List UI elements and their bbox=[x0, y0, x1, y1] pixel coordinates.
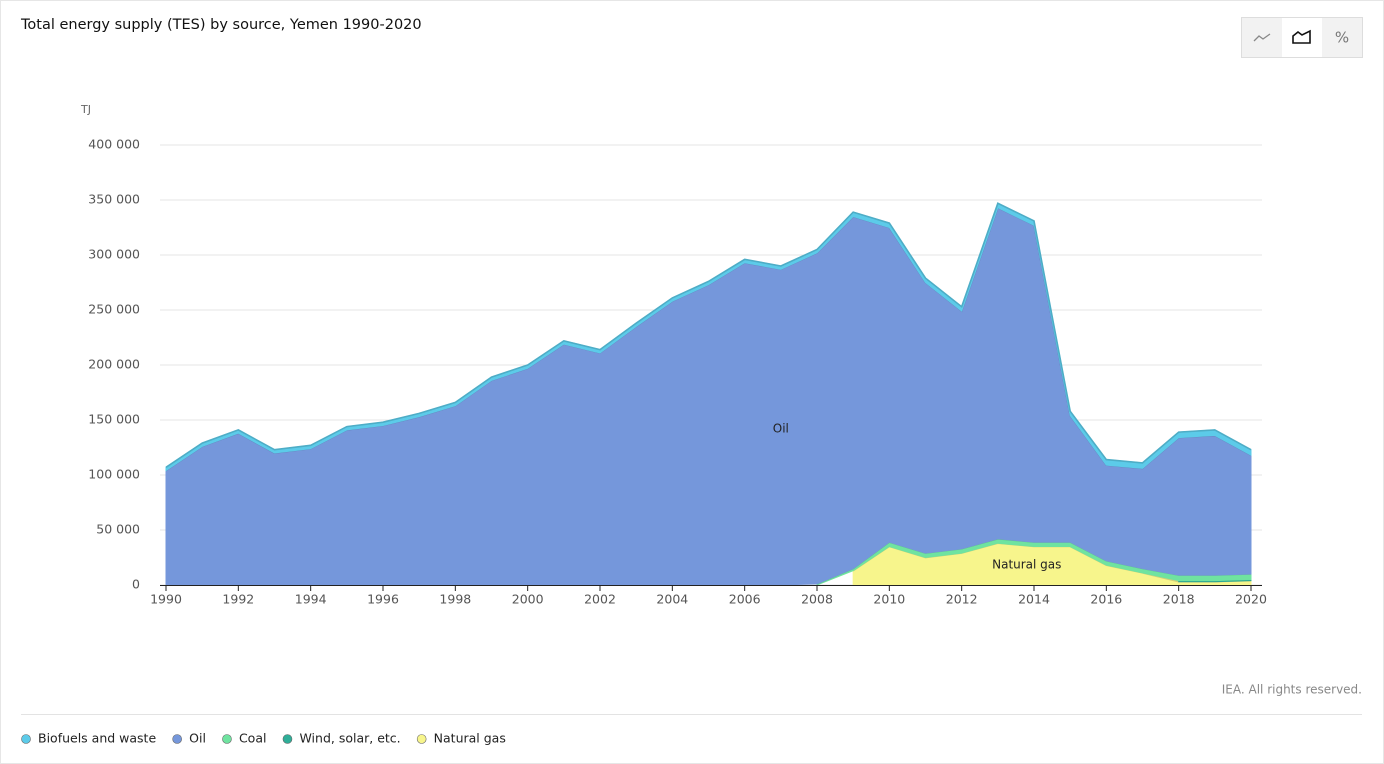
legend-swatch bbox=[416, 734, 427, 744]
y-axis-label: TJ bbox=[80, 103, 91, 116]
x-tick-label: 2010 bbox=[873, 592, 905, 607]
x-tick-label: 1998 bbox=[439, 592, 471, 607]
areas bbox=[165, 202, 1252, 586]
x-tick-label: 1996 bbox=[367, 592, 399, 607]
y-tick-label: 350 000 bbox=[88, 192, 140, 207]
legend-swatch bbox=[282, 734, 293, 744]
x-tick-label: 2002 bbox=[584, 592, 616, 607]
annotation: Natural gas bbox=[992, 558, 1061, 572]
x-tick-label: 1994 bbox=[295, 592, 327, 607]
legend: Biofuels and waste Oil Coal Wind, solar, et… bbox=[21, 731, 506, 746]
line-icon[interactable] bbox=[1253, 33, 1271, 42]
x-tick-label: 2004 bbox=[656, 592, 688, 607]
x-tick-label: 2012 bbox=[946, 592, 978, 607]
x-tick-label: 2020 bbox=[1235, 592, 1267, 607]
y-tick-label: 150 000 bbox=[88, 412, 140, 427]
toggle-active[interactable] bbox=[1282, 18, 1322, 57]
view-toggle: % bbox=[1241, 17, 1363, 58]
x-tick-label: 1990 bbox=[150, 592, 182, 607]
percent-icon[interactable]: % bbox=[1335, 29, 1349, 47]
annotation: Oil bbox=[773, 421, 789, 435]
legend-swatch bbox=[21, 734, 31, 744]
legend-swatch bbox=[172, 734, 182, 744]
y-tick-label: 0 bbox=[132, 577, 140, 592]
y-tick-label: 400 000 bbox=[88, 137, 140, 152]
x-tick-label: 2018 bbox=[1163, 592, 1195, 607]
x-tick-label: 2008 bbox=[801, 592, 833, 607]
x-tick-label: 1992 bbox=[222, 592, 254, 607]
y-tick-label: 250 000 bbox=[88, 302, 140, 317]
legend-label: Coal bbox=[239, 731, 267, 746]
chart-title: Total energy supply (TES) by source, Yem… bbox=[20, 17, 422, 33]
y-tick-label: 200 000 bbox=[88, 357, 140, 372]
legend-label: Oil bbox=[189, 731, 206, 746]
area-edge bbox=[165, 202, 1252, 468]
legend-label: Wind, solar, etc. bbox=[299, 731, 400, 746]
y-tick-label: 50 000 bbox=[96, 522, 140, 537]
x-tick-label: 2016 bbox=[1090, 592, 1122, 607]
legend-swatch bbox=[222, 734, 232, 744]
legend-label: Biofuels and waste bbox=[38, 731, 156, 746]
legend-label: Natural gas bbox=[434, 731, 506, 746]
x-tick-label: 2006 bbox=[729, 592, 761, 607]
y-tick-label: 100 000 bbox=[88, 467, 140, 482]
x-tick-label: 2000 bbox=[512, 592, 544, 607]
y-tick-label: 300 000 bbox=[88, 247, 140, 262]
x-tick-label: 2014 bbox=[1018, 592, 1050, 607]
area bbox=[165, 207, 1252, 586]
credit: IEA. All rights reserved. bbox=[1222, 683, 1362, 697]
area-icon[interactable] bbox=[1292, 29, 1311, 44]
